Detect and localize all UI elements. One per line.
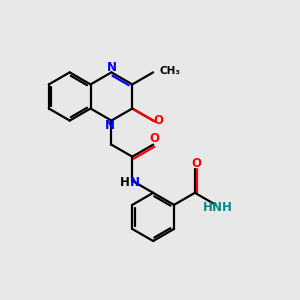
Text: O: O (191, 158, 201, 170)
Text: O: O (154, 114, 164, 127)
Text: CH₃: CH₃ (159, 66, 180, 76)
Text: H: H (203, 201, 213, 214)
Text: H: H (120, 176, 130, 189)
Text: O: O (149, 132, 160, 145)
Text: N: N (212, 201, 222, 214)
Text: N: N (130, 176, 140, 189)
Text: H: H (221, 201, 231, 214)
Text: N: N (105, 119, 115, 132)
Text: N: N (106, 61, 116, 74)
